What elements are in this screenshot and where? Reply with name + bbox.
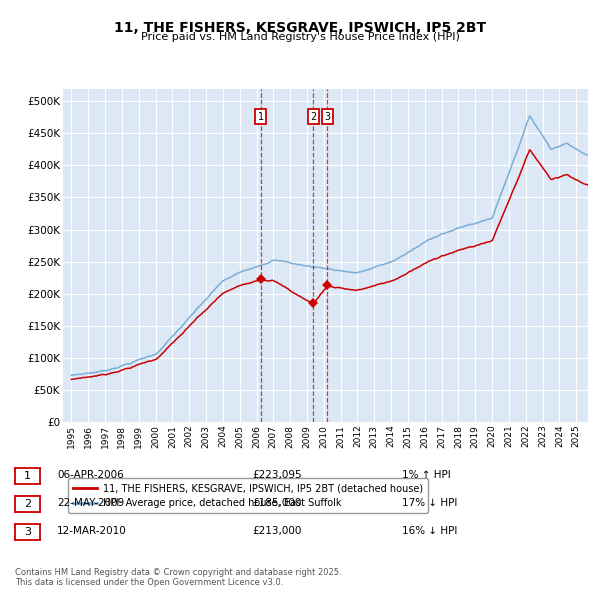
Text: 06-APR-2006: 06-APR-2006: [57, 470, 124, 480]
Text: 1: 1: [258, 112, 264, 122]
Text: 1: 1: [24, 471, 31, 481]
Text: 16% ↓ HPI: 16% ↓ HPI: [402, 526, 457, 536]
Text: £223,095: £223,095: [252, 470, 302, 480]
Text: 17% ↓ HPI: 17% ↓ HPI: [402, 498, 457, 507]
Legend: 11, THE FISHERS, KESGRAVE, IPSWICH, IP5 2BT (detached house), HPI: Average price: 11, THE FISHERS, KESGRAVE, IPSWICH, IP5 …: [68, 478, 428, 513]
Text: 2: 2: [310, 112, 317, 122]
Text: 11, THE FISHERS, KESGRAVE, IPSWICH, IP5 2BT: 11, THE FISHERS, KESGRAVE, IPSWICH, IP5 …: [114, 21, 486, 35]
Text: £185,000: £185,000: [252, 498, 301, 507]
Text: £213,000: £213,000: [252, 526, 301, 536]
Text: 3: 3: [24, 527, 31, 537]
Text: Price paid vs. HM Land Registry's House Price Index (HPI): Price paid vs. HM Land Registry's House …: [140, 32, 460, 42]
Text: 12-MAR-2010: 12-MAR-2010: [57, 526, 127, 536]
Text: 22-MAY-2009: 22-MAY-2009: [57, 498, 124, 507]
Text: 3: 3: [324, 112, 330, 122]
Text: 1% ↑ HPI: 1% ↑ HPI: [402, 470, 451, 480]
Text: Contains HM Land Registry data © Crown copyright and database right 2025.
This d: Contains HM Land Registry data © Crown c…: [15, 568, 341, 587]
Text: 2: 2: [24, 499, 31, 509]
